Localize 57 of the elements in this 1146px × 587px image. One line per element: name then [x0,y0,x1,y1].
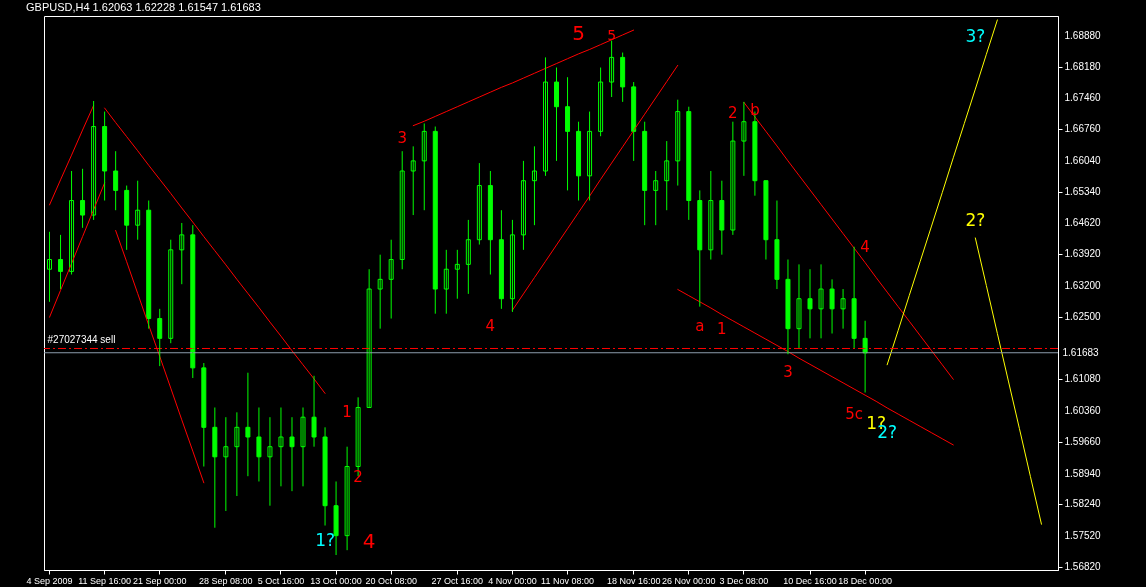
line-series [49,104,95,206]
y-tick-label: 1.63920 [1064,248,1102,260]
annotation: 1? [315,530,335,551]
y-tick-label: 1.57520 [1064,530,1102,542]
y-tick-label: 1.66040 [1064,154,1102,166]
x-tick-label: 26 Nov 00:00 [662,575,716,586]
annotation: a [695,317,705,336]
x-tick-label: 21 Sep 00:00 [132,575,187,586]
x-tick-label: 18 Dec 00:00 [838,575,892,586]
line-series [974,237,1042,525]
annotation: 1 [717,319,727,338]
annotation: 1 [342,403,352,422]
annotation: b [750,100,760,119]
annotation: 2? [965,210,986,231]
annotation: 3 [397,129,407,148]
ref-line-label: #27027344 sell [47,334,116,346]
y-tick-label: 1.63200 [1064,279,1102,291]
y-tick-label: 1.67460 [1064,92,1102,104]
x-tick-label: 28 Sep 08:00 [199,575,253,586]
annotation: 2 [353,468,363,487]
y-tick-label: 1.62500 [1064,310,1102,322]
x-tick-label: 18 Nov 16:00 [606,575,661,586]
annotation: 5c [845,405,863,424]
x-tick-label: 27 Oct 16:00 [431,575,484,586]
x-tick-label: 4 Sep 2009 [26,575,73,586]
y-tick-label: 1.65340 [1064,185,1102,197]
y-tick-label: 1.68180 [1064,60,1102,72]
x-tick-label: 11 Sep 16:00 [78,575,132,586]
ref-line-label: 1.61683 [1062,346,1100,358]
annotation: 5 [572,20,585,45]
y-tick-label: 1.60360 [1064,405,1102,417]
annotation: 4 [362,529,376,554]
annotation: 3 [783,362,793,381]
y-tick-label: 1.66760 [1064,123,1102,135]
y-tick-label: 1.58940 [1064,467,1102,479]
y-tick-label: 1.59660 [1064,435,1102,447]
x-tick-label: 4 Nov 00:00 [488,575,537,586]
annotation: 5 [607,26,617,43]
y-tick-label: 1.56820 [1064,560,1102,572]
x-tick-label: 20 Oct 08:00 [365,575,417,586]
annotation: 4 [485,317,496,336]
y-tick-label: 1.61080 [1064,373,1102,385]
x-tick-label: 11 Nov 08:00 [541,575,594,586]
annotation: 3? [965,25,986,46]
y-tick-label: 1.58240 [1064,498,1102,510]
line-series [511,64,679,311]
x-tick-label: 5 Oct 16:00 [257,575,305,586]
chart-title: GBPUSD,H4 1.62063 1.62228 1.61547 1.61683 [25,1,261,13]
line-series [49,182,106,318]
annotation: 2 [728,103,738,122]
x-tick-label: 3 Dec 08:00 [719,575,769,586]
x-tick-label: 10 Dec 16:00 [783,575,837,586]
annotation: 4 [860,237,870,256]
y-tick-label: 1.68880 [1064,29,1102,41]
line-series [886,19,998,366]
x-tick-label: 13 Oct 00:00 [310,575,362,586]
y-tick-label: 1.64620 [1064,217,1102,229]
